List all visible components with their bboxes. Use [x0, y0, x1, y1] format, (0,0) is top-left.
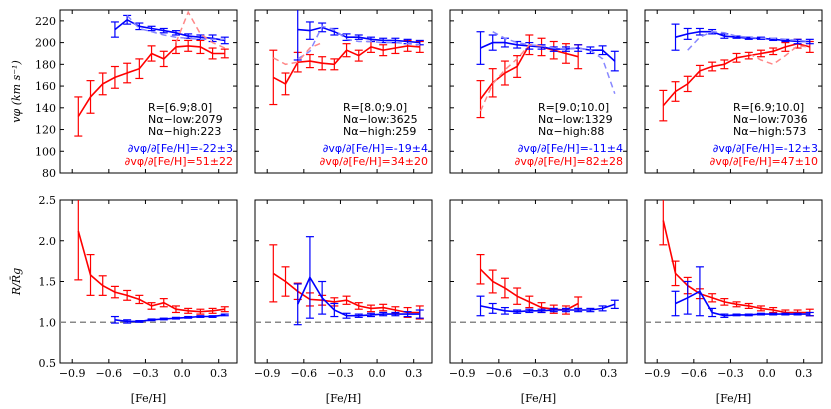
- series-line-alpha-low: [675, 30, 810, 43]
- series-group: [74, 10, 229, 137]
- x-axis-label: [Fe/H]: [521, 392, 556, 405]
- annotation-line: Nα−high:259: [343, 125, 416, 138]
- x-tick-label: −0.3: [717, 367, 744, 380]
- annotation-line: Nα−low:7036: [733, 113, 808, 126]
- x-tick-label: 0.0: [563, 367, 581, 380]
- series-line-alpha-high-dashed: [175, 10, 226, 49]
- axes-frame: [644, 199, 823, 364]
- series-line-alpha-high: [77, 230, 225, 313]
- annotation-line: Nα−high:88: [538, 125, 604, 138]
- annotation-line: R=[6.9;8.0]: [148, 101, 212, 114]
- x-tick-label: −0.9: [254, 367, 281, 380]
- x-tick-label: 0.3: [600, 367, 618, 380]
- x-tick-label: 0.3: [795, 367, 813, 380]
- y-tick-label: 180: [35, 58, 56, 71]
- annotation-line: R=[8.0;9.0]: [343, 101, 407, 114]
- x-tick-label: 0.3: [210, 367, 228, 380]
- series-line-alpha-low: [114, 18, 225, 42]
- y-axis-label: R/R̄g: [10, 268, 23, 296]
- series-group: [476, 254, 619, 317]
- x-tick-label: 0.0: [368, 367, 386, 380]
- series-group: [659, 23, 814, 122]
- series-line-alpha-low-dashed: [126, 14, 225, 41]
- panel-bottom-0: −0.9 −0.6 −0.3 0.0 0.3 0.5 1.0 1.5 2.0 2.5 [Fe/H] R…: [10, 194, 238, 405]
- y-tick-label: 140: [35, 102, 56, 115]
- x-axis-label: [Fe/H]: [716, 392, 751, 405]
- annotation-line: Nα−high:573: [733, 125, 806, 138]
- x-tick-label: −0.6: [95, 367, 122, 380]
- y-tick-label: 100: [35, 145, 56, 158]
- x-tick-label: 0.0: [173, 367, 191, 380]
- x-tick-label: −0.3: [522, 367, 549, 380]
- x-tick-label: −0.6: [680, 367, 707, 380]
- x-tick-label: −0.3: [132, 367, 159, 380]
- y-tick-label: 0.5: [39, 357, 57, 370]
- axes-frame: [644, 9, 823, 174]
- gradient-alpha-low: ∂vφ/∂[Fe/H]=-12±3: [713, 142, 818, 155]
- y-tick-label: 220: [35, 15, 56, 28]
- gradient-alpha-high: ∂vφ/∂[Fe/H]=47±10: [710, 155, 818, 168]
- y-tick-label: 120: [35, 124, 56, 137]
- annotation-line: R=[6.9;10.0]: [733, 101, 804, 114]
- x-axis-label: [Fe/H]: [131, 392, 166, 405]
- panel-bottom-3: −0.9 −0.6 −0.3 0.0 0.3 [Fe/H]: [644, 199, 823, 405]
- gradient-alpha-low: ∂vφ/∂[Fe/H]=-11±4: [518, 142, 623, 155]
- annotation-line: Nα−high:223: [148, 125, 221, 138]
- x-tick-label: −0.6: [485, 367, 512, 380]
- y-tick-label: 1.5: [39, 276, 57, 289]
- series-line-alpha-low-dashed: [492, 31, 616, 94]
- gradient-alpha-high: ∂vφ/∂[Fe/H]=51±22: [125, 155, 233, 168]
- series-line-alpha-high-dashed: [479, 44, 542, 112]
- y-tick-label: 2.5: [39, 194, 57, 207]
- series-line-alpha-low: [480, 41, 616, 62]
- x-axis-label: [Fe/H]: [326, 392, 361, 405]
- axes-frame: [59, 9, 238, 174]
- series-group: [659, 200, 814, 318]
- gradient-alpha-high: ∂vφ/∂[Fe/H]=34±20: [320, 155, 428, 168]
- gradient-alpha-high: ∂vφ/∂[Fe/H]=82±28: [515, 155, 623, 168]
- series-line-alpha-low: [114, 314, 225, 323]
- panel-top-0: 80 100 120 140 160 180 200 220 R=[6.9;8.0]Nα−low…: [10, 9, 238, 180]
- y-tick-label: 160: [35, 80, 56, 93]
- series-group: [476, 31, 619, 119]
- x-tick-label: −0.9: [59, 367, 86, 380]
- x-tick-label: −0.3: [327, 367, 354, 380]
- x-tick-label: −0.6: [290, 367, 317, 380]
- annotation-line: Nα−low:1329: [538, 113, 613, 126]
- annotation-line: Nα−low:3625: [343, 113, 418, 126]
- x-tick-label: −0.9: [644, 367, 671, 380]
- series-line-alpha-low: [675, 290, 810, 317]
- gradient-alpha-low: ∂vφ/∂[Fe/H]=-22±3: [128, 142, 233, 155]
- x-tick-label: −0.9: [449, 367, 476, 380]
- x-tick-label: 0.3: [405, 367, 423, 380]
- y-tick-label: 2.0: [39, 235, 57, 248]
- series-line-alpha-low: [480, 303, 616, 313]
- y-tick-label: 1.0: [39, 316, 57, 329]
- series-line-alpha-low: [296, 275, 420, 317]
- series-group: [269, 10, 424, 106]
- panel-bottom-2: −0.9 −0.6 −0.3 0.0 0.3 [Fe/H]: [449, 199, 628, 405]
- y-tick-label: 80: [42, 167, 56, 180]
- series-line-alpha-low-dashed: [297, 25, 420, 60]
- annotation-line: R=[9.0;10.0]: [538, 101, 609, 114]
- series-group: [74, 200, 229, 324]
- y-tick-label: 200: [35, 37, 56, 50]
- series-line-alpha-high-dashed: [748, 45, 810, 66]
- x-tick-label: 0.0: [758, 367, 776, 380]
- axes-frame: [59, 199, 238, 364]
- series-group: [269, 236, 424, 326]
- panel-bottom-1: −0.9 −0.6 −0.3 0.0 0.3 [Fe/H]: [254, 199, 433, 405]
- annotation-line: Nα−low:2079: [148, 113, 223, 126]
- axes-frame: [449, 9, 628, 174]
- axes-frame: [254, 9, 433, 174]
- y-axis-label: vφ (km s⁻¹): [10, 60, 23, 122]
- axes-frame: [449, 199, 628, 364]
- gradient-alpha-low: ∂vφ/∂[Fe/H]=-19±4: [323, 142, 428, 155]
- axes-frame: [254, 199, 433, 364]
